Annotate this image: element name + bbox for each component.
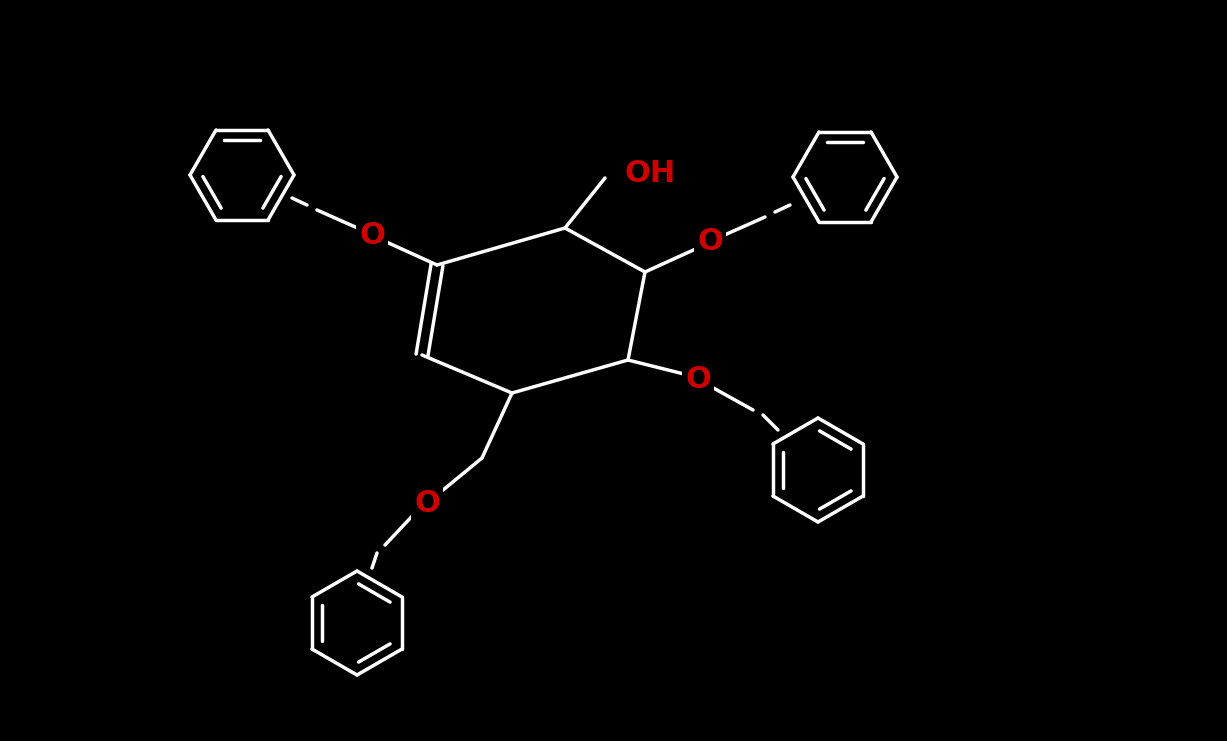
Text: O: O (697, 227, 723, 256)
Text: O: O (360, 221, 385, 250)
Text: O: O (413, 488, 440, 517)
Text: OH: OH (625, 159, 676, 187)
Text: O: O (685, 365, 710, 394)
